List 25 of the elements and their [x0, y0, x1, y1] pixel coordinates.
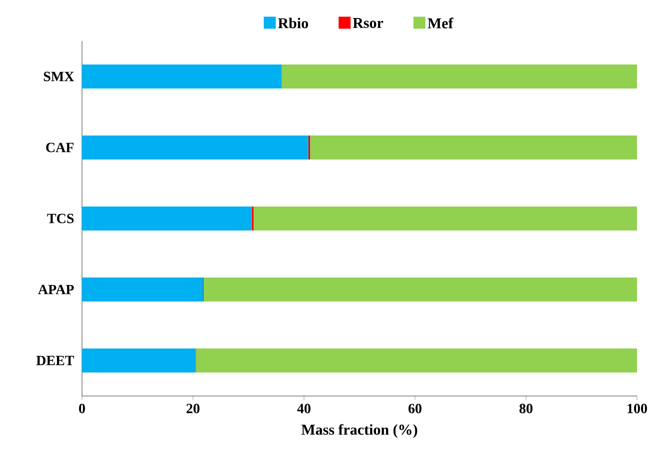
y-tick-label: DEET [36, 356, 74, 366]
x-tick-label: 20 [186, 404, 200, 414]
x-tick-label: 40 [297, 404, 310, 414]
x-axis-title: Mass fraction (%) [301, 424, 418, 438]
bar [82, 64, 282, 88]
x-tick-label: 100 [628, 404, 647, 414]
y-tick-label: CAF [46, 142, 74, 152]
legend-label: Rsor [352, 18, 384, 28]
bar [82, 136, 308, 160]
y-tick-label: APAP [38, 284, 74, 294]
legend-label: Rbio [278, 18, 308, 28]
bar [196, 348, 638, 373]
x-tick-label: 0 [79, 404, 85, 414]
x-tick-label: 60 [408, 404, 422, 414]
bar [310, 136, 638, 160]
legend-label: Mef [428, 18, 454, 28]
bar [82, 278, 203, 302]
bar [253, 206, 638, 231]
bar [282, 64, 638, 88]
y-tick-label: SMX [44, 72, 74, 82]
x-tick-label: 80 [519, 404, 532, 414]
bar [82, 206, 252, 231]
y-tick-label: TCS [47, 214, 74, 224]
bar [204, 278, 638, 302]
bar [82, 348, 196, 373]
